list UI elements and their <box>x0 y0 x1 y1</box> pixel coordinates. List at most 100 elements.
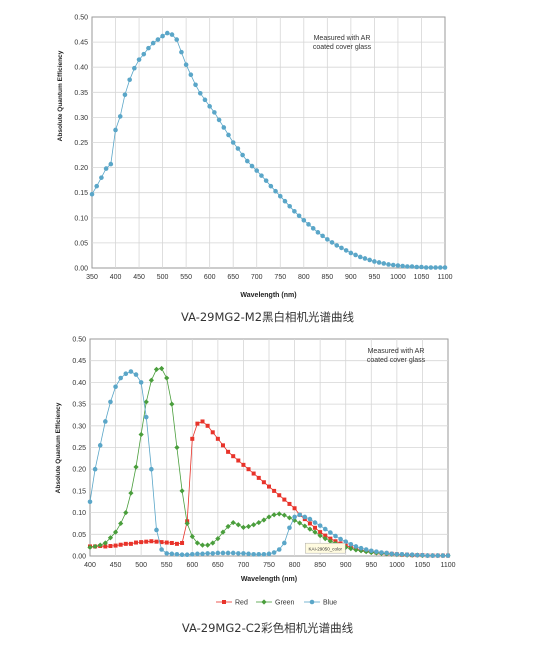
annotation-text: coated cover glass <box>313 44 372 51</box>
data-point <box>307 516 313 522</box>
data-point <box>143 414 149 420</box>
x-tick-label: 800 <box>289 562 301 569</box>
data-point <box>256 551 262 557</box>
data-point <box>271 550 277 555</box>
data-point <box>312 520 318 525</box>
data-point <box>127 77 132 83</box>
data-point <box>368 548 374 554</box>
data-point <box>220 529 226 535</box>
data-point <box>215 550 221 556</box>
x-tick-label: 1000 <box>389 562 405 569</box>
legend-marker <box>261 599 267 605</box>
data-point <box>251 551 256 557</box>
data-point <box>165 30 170 36</box>
data-point <box>282 198 288 204</box>
data-point <box>276 511 282 517</box>
data-point <box>277 493 282 498</box>
x-axis-label: Wavelength (nm) <box>240 292 296 299</box>
y-tick-label: 0.30 <box>72 423 86 430</box>
data-point <box>179 552 185 557</box>
data-point <box>353 252 358 258</box>
y-tick-label: 0.00 <box>74 266 88 273</box>
data-point <box>169 551 175 557</box>
legend-label: Red <box>235 600 248 607</box>
data-point <box>292 208 297 214</box>
series-blue <box>87 369 451 558</box>
data-point <box>118 520 124 527</box>
data-point <box>445 553 451 558</box>
data-point <box>240 152 245 158</box>
data-point <box>246 551 251 557</box>
data-point <box>394 551 400 557</box>
data-point <box>112 529 119 535</box>
y-tick-label: 0.45 <box>72 358 86 365</box>
data-point <box>286 515 293 521</box>
data-tooltip-box <box>305 542 346 554</box>
data-point <box>266 551 272 557</box>
data-point <box>353 544 359 549</box>
data-point <box>367 257 372 263</box>
data-point <box>216 117 222 123</box>
legend-label: Blue <box>323 600 337 607</box>
data-point <box>155 37 161 42</box>
data-point <box>390 262 396 268</box>
data-point <box>220 550 226 556</box>
data-point <box>184 520 190 527</box>
x-tick-label: 900 <box>340 562 352 569</box>
data-point <box>113 543 118 548</box>
data-point <box>328 536 333 541</box>
data-point <box>306 222 311 227</box>
data-point <box>254 168 260 173</box>
x-tick-label: 650 <box>227 274 239 281</box>
data-point <box>246 467 251 472</box>
data-point <box>122 92 128 98</box>
x-tick-label: 400 <box>110 274 122 281</box>
data-point <box>320 233 325 239</box>
data-point <box>102 540 108 546</box>
legend-marker <box>309 599 315 605</box>
x-tick-label: 550 <box>161 562 173 569</box>
legend-marker <box>222 600 226 604</box>
data-point <box>296 213 302 219</box>
x-tick-label: 950 <box>369 274 381 281</box>
data-point <box>169 32 175 37</box>
data-point <box>302 523 308 529</box>
data-point <box>317 533 323 539</box>
data-point <box>123 541 128 546</box>
data-point <box>210 551 216 556</box>
data-point <box>197 91 203 96</box>
data-point <box>343 539 349 544</box>
data-point <box>245 158 250 164</box>
data-point <box>249 163 255 169</box>
data-point <box>153 366 160 372</box>
data-point <box>240 524 247 530</box>
data-point <box>297 512 302 518</box>
data-point <box>87 499 93 505</box>
data-point <box>207 104 212 109</box>
data-point <box>154 527 159 533</box>
series-line <box>91 32 445 268</box>
data-point <box>138 431 144 438</box>
data-point <box>103 166 109 171</box>
data-point <box>400 263 405 269</box>
data-point <box>271 512 277 518</box>
data-point <box>395 263 401 268</box>
y-tick-label: 0.15 <box>74 190 88 197</box>
y-tick-label: 0.50 <box>72 337 86 344</box>
data-point <box>103 419 108 424</box>
data-point <box>92 466 98 472</box>
data-point <box>118 375 123 381</box>
data-point <box>256 475 261 480</box>
data-point <box>287 501 292 506</box>
x-tick-label: 600 <box>204 274 216 281</box>
data-point <box>307 526 313 532</box>
x-tick-label: 600 <box>186 562 198 569</box>
data-point <box>150 40 156 46</box>
x-tick-label: 850 <box>321 274 333 281</box>
data-point <box>107 535 114 541</box>
x-tick-label: 750 <box>274 274 286 281</box>
data-point <box>292 514 297 520</box>
y-axis-label: Absolute Quantum Efficiency <box>57 50 64 141</box>
x-tick-label: 1100 <box>440 562 455 569</box>
data-point <box>164 551 170 556</box>
